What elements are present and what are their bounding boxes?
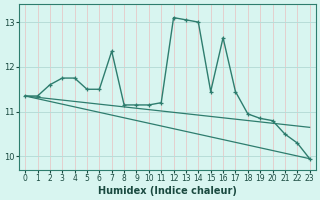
X-axis label: Humidex (Indice chaleur): Humidex (Indice chaleur)	[98, 186, 237, 196]
